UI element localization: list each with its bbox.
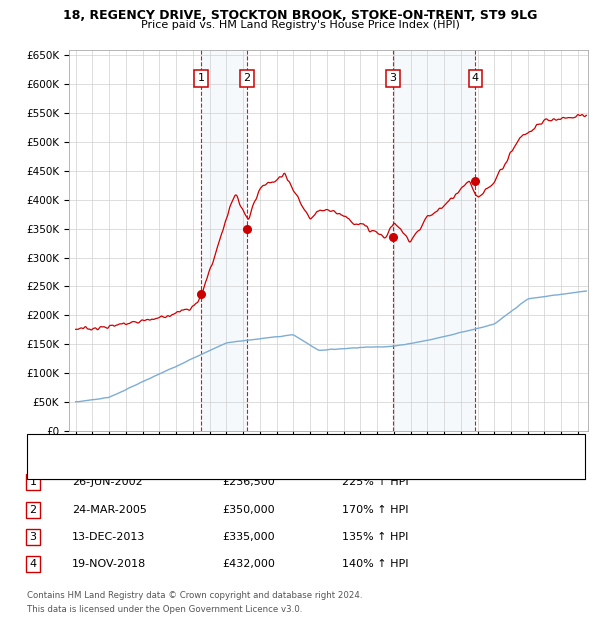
Text: 4: 4	[472, 74, 479, 84]
Text: This data is licensed under the Open Government Licence v3.0.: This data is licensed under the Open Gov…	[27, 604, 302, 614]
Text: 1: 1	[197, 74, 205, 84]
Text: Contains HM Land Registry data © Crown copyright and database right 2024.: Contains HM Land Registry data © Crown c…	[27, 591, 362, 600]
Text: 13-DEC-2013: 13-DEC-2013	[72, 532, 145, 542]
Text: 4: 4	[29, 559, 37, 569]
Text: 1: 1	[29, 477, 37, 487]
Text: 2: 2	[29, 505, 37, 515]
Text: 18, REGENCY DRIVE, STOCKTON BROOK, STOKE-ON-TRENT, ST9 9LG (detached house): 18, REGENCY DRIVE, STOCKTON BROOK, STOKE…	[66, 438, 476, 447]
Text: 3: 3	[389, 74, 397, 84]
Bar	[201, 50, 247, 431]
Text: HPI: Average price, detached house, Stoke-on-Trent: HPI: Average price, detached house, Stok…	[66, 448, 310, 457]
Text: 170% ↑ HPI: 170% ↑ HPI	[342, 505, 409, 515]
Text: £432,000: £432,000	[222, 559, 275, 569]
Text: 225% ↑ HPI: 225% ↑ HPI	[342, 477, 409, 487]
Text: 2: 2	[244, 74, 251, 84]
Text: £350,000: £350,000	[222, 505, 275, 515]
Text: 18, REGENCY DRIVE, STOCKTON BROOK, STOKE-ON-TRENT, ST9 9LG: 18, REGENCY DRIVE, STOCKTON BROOK, STOKE…	[63, 9, 537, 22]
Text: £236,500: £236,500	[222, 477, 275, 487]
Text: Price paid vs. HM Land Registry's House Price Index (HPI): Price paid vs. HM Land Registry's House …	[140, 20, 460, 30]
Text: 24-MAR-2005: 24-MAR-2005	[72, 505, 147, 515]
Text: 26-JUN-2002: 26-JUN-2002	[72, 477, 143, 487]
Text: 135% ↑ HPI: 135% ↑ HPI	[342, 532, 409, 542]
Text: £335,000: £335,000	[222, 532, 275, 542]
Bar	[393, 50, 475, 431]
Text: 140% ↑ HPI: 140% ↑ HPI	[342, 559, 409, 569]
Text: 19-NOV-2018: 19-NOV-2018	[72, 559, 146, 569]
Text: 3: 3	[29, 532, 37, 542]
